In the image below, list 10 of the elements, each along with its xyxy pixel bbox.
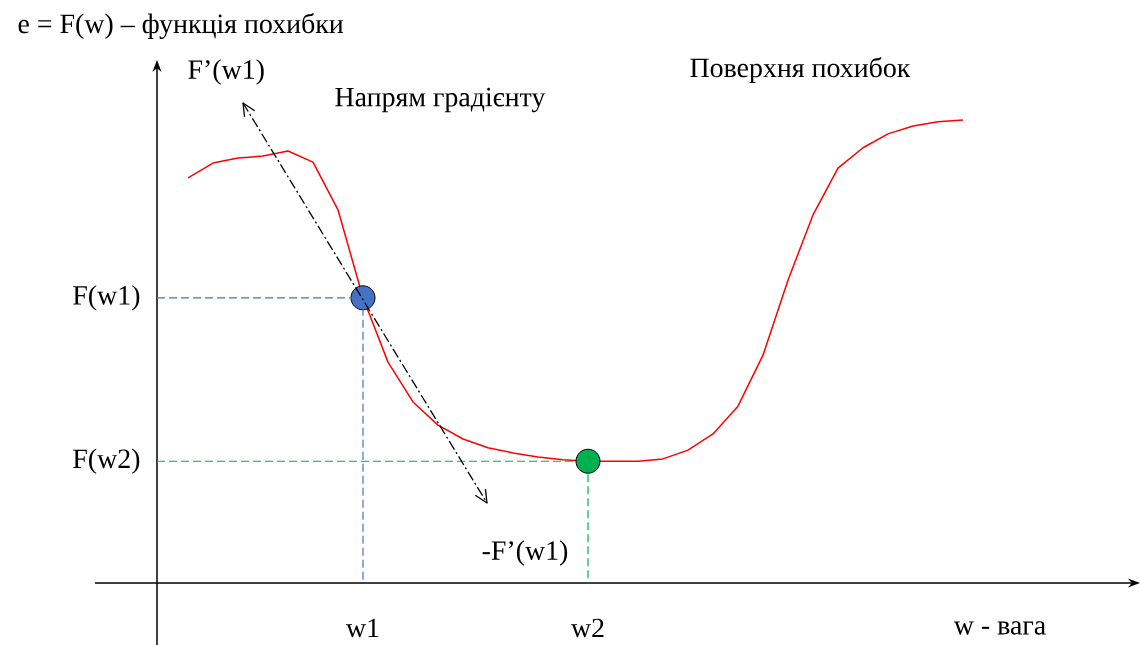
- text: F(w2): [73, 448, 140, 474]
- x-tick-label: w2: [570, 618, 604, 638]
- text: Напрям градієнту: [335, 87, 546, 113]
- x-tick-label: w1: [345, 618, 379, 638]
- text: Поверхня похибок: [690, 57, 911, 83]
- chart-title: e = F(w) – функція похибки: [18, 13, 344, 39]
- y-axis-title: F’(w1): [188, 59, 264, 85]
- annotation: -F’(w1): [482, 540, 568, 566]
- x-axis-title: w - вага: [953, 621, 1046, 635]
- text: F(w1): [73, 285, 140, 311]
